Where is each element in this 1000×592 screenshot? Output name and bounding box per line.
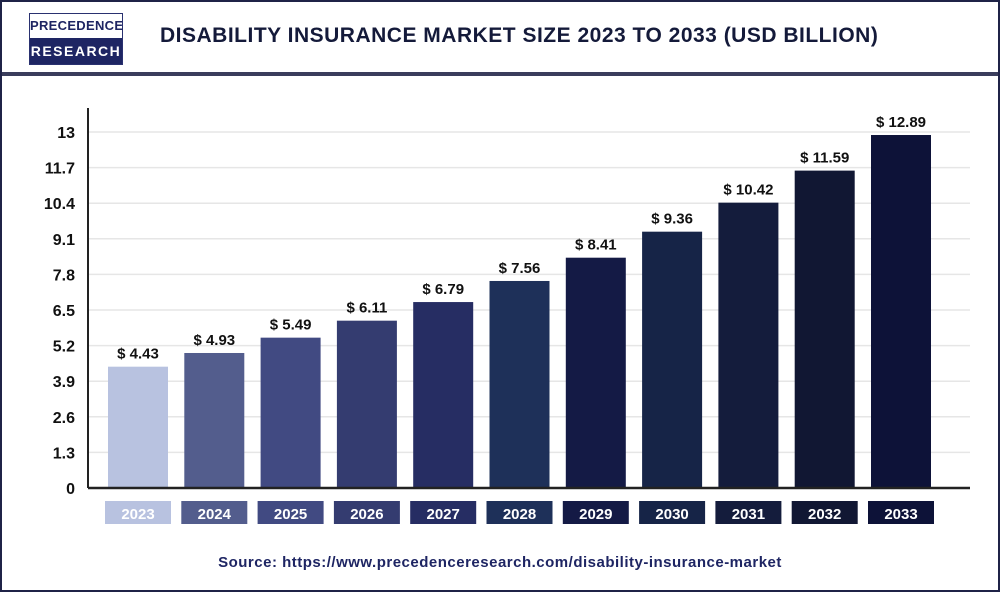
x-label-box — [333, 501, 400, 524]
data-label: $ 4.43 — [117, 346, 159, 363]
data-label: $ 6.79 — [422, 281, 464, 298]
x-tick-label: 2029 — [579, 506, 612, 523]
data-label: $ 7.56 — [499, 260, 541, 277]
logo-line2: RESEARCH — [30, 38, 122, 64]
x-tick-label: 2028 — [503, 506, 536, 523]
bar-2029 — [565, 257, 626, 488]
x-label-box — [868, 501, 934, 524]
x-label-box — [715, 501, 782, 524]
data-label: $ 12.89 — [876, 114, 926, 131]
bar-2026 — [336, 320, 397, 488]
data-label: $ 11.59 — [800, 150, 849, 167]
bar-2025 — [260, 337, 321, 488]
y-tick-label: 11.7 — [45, 161, 75, 178]
data-label: $ 6.11 — [346, 300, 387, 317]
bar-2030 — [642, 231, 703, 488]
x-tick-label: 2033 — [884, 506, 917, 523]
chart-title: DISABILITY INSURANCE MARKET SIZE 2023 TO… — [160, 24, 879, 47]
logo-line1: PRECEDENCE — [30, 14, 123, 38]
x-label-box — [257, 501, 324, 524]
x-tick-label: 2032 — [808, 506, 841, 523]
y-tick-label: 2.6 — [53, 410, 75, 427]
x-label-box — [639, 501, 706, 524]
header: PRECEDENCE RESEARCH DISABILITY INSURANCE… — [2, 2, 998, 76]
y-tick-label: 0 — [66, 481, 75, 498]
bar-2028 — [489, 280, 550, 488]
data-label: $ 4.93 — [193, 332, 235, 349]
x-label-box — [562, 501, 629, 524]
logo: PRECEDENCE RESEARCH — [29, 13, 123, 65]
x-label-box — [181, 501, 248, 524]
x-label-box — [486, 501, 553, 524]
source-text: Source: https://www.precedenceresearch.c… — [218, 554, 782, 571]
y-tick-label: 7.8 — [53, 267, 75, 284]
x-tick-label: 2031 — [732, 506, 765, 523]
y-tick-label: 5.2 — [53, 339, 75, 356]
x-label-box — [791, 501, 858, 524]
data-label: $ 10.42 — [723, 182, 773, 199]
y-tick-label: 3.9 — [53, 374, 75, 391]
bar-2023 — [108, 366, 168, 488]
y-tick-label: 1.3 — [53, 445, 75, 462]
data-label: $ 9.36 — [651, 211, 693, 228]
data-label: $ 5.49 — [270, 317, 312, 334]
x-label-box — [410, 501, 477, 524]
x-tick-label: 2023 — [121, 506, 154, 523]
y-tick-label: 10.4 — [44, 196, 75, 213]
bar-2024 — [184, 352, 245, 488]
x-tick-label: 2026 — [350, 506, 383, 523]
x-tick-label: 2030 — [655, 506, 688, 523]
y-tick-label: 6.5 — [53, 303, 75, 320]
y-tick-label: 9.1 — [53, 232, 75, 249]
bar-2033 — [871, 135, 931, 488]
x-tick-label: 2027 — [427, 506, 460, 523]
x-tick-label: 2024 — [198, 506, 232, 523]
bar-2031 — [718, 202, 779, 488]
x-label-box — [105, 501, 171, 524]
data-label: $ 8.41 — [575, 237, 617, 254]
x-tick-label: 2025 — [274, 506, 307, 523]
bar-2027 — [413, 302, 474, 488]
y-tick-label: 13 — [57, 125, 75, 142]
bar-2032 — [794, 170, 855, 488]
